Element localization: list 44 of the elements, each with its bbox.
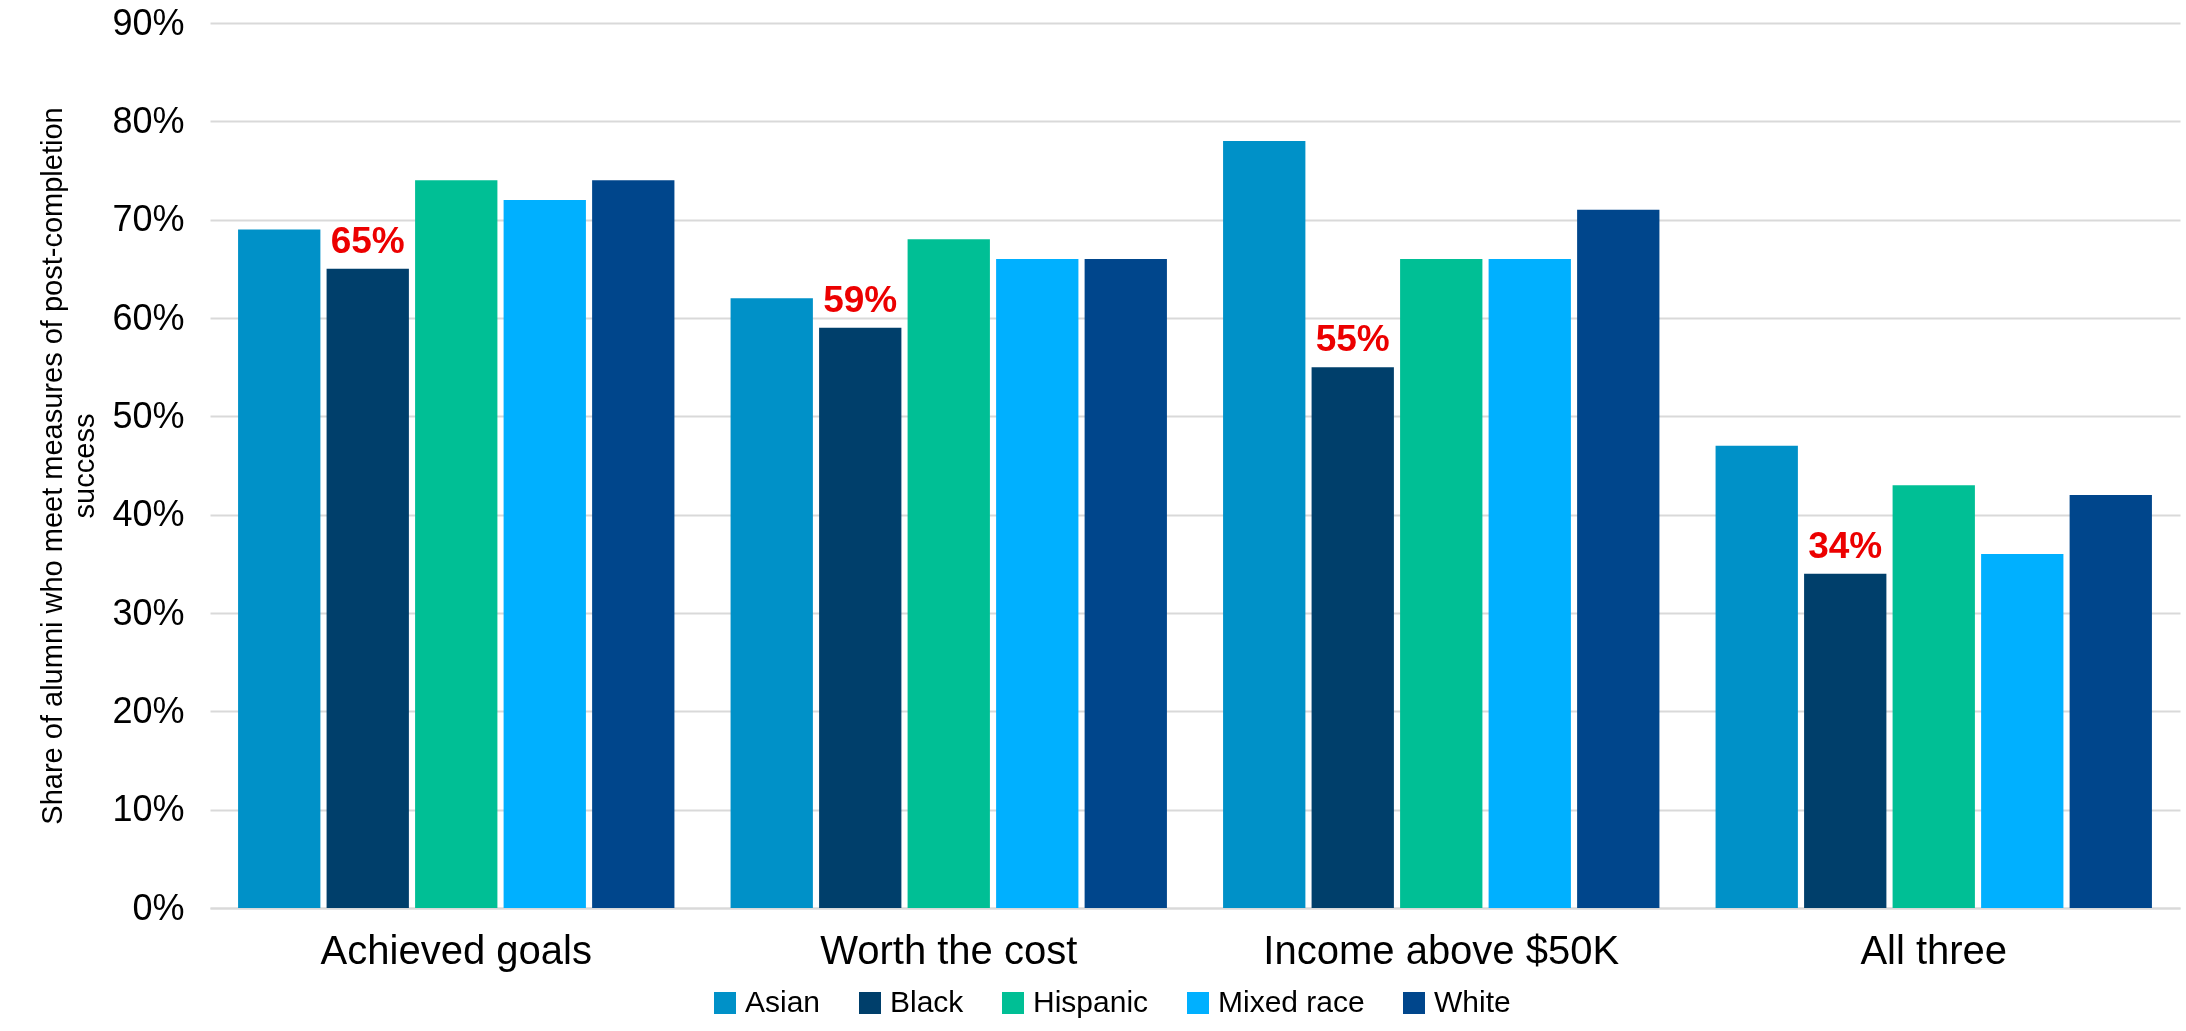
bar xyxy=(238,229,321,908)
legend-label: Black xyxy=(890,985,965,1018)
data-label: 59% xyxy=(823,278,898,320)
bar xyxy=(503,200,586,908)
bar xyxy=(1715,445,1798,908)
bar xyxy=(730,298,813,908)
y-axis-title: Share of alumni who meet measures of post-completion success xyxy=(36,107,101,825)
x-tick-label: All three xyxy=(1860,927,2008,972)
y-tick-label: 0% xyxy=(132,886,185,928)
legend-label: White xyxy=(1434,985,1511,1018)
bar xyxy=(592,180,675,908)
bar xyxy=(1488,259,1571,908)
bar xyxy=(1804,573,1887,908)
y-tick-label: 60% xyxy=(112,296,185,338)
bar xyxy=(415,180,498,908)
bar xyxy=(1892,485,1975,908)
y-tick-label: 80% xyxy=(112,99,185,141)
legend-label: Asian xyxy=(745,985,821,1018)
y-tick-label: 70% xyxy=(112,198,185,240)
bar xyxy=(1084,259,1167,908)
legend-label: Mixed race xyxy=(1218,985,1365,1018)
y-tick-label: 30% xyxy=(112,591,185,633)
data-label: 34% xyxy=(1808,524,1883,566)
y-tick-label: 20% xyxy=(112,689,185,731)
bar xyxy=(907,239,990,908)
bar xyxy=(1223,141,1306,908)
y-tick-label: 90% xyxy=(112,1,185,43)
legend-label: Hispanic xyxy=(1033,985,1149,1018)
bar xyxy=(1981,554,2064,908)
data-label: 65% xyxy=(330,219,405,261)
data-label: 55% xyxy=(1315,318,1390,360)
y-tick-label: 10% xyxy=(112,788,185,830)
bar xyxy=(326,268,409,908)
x-tick-label: Worth the cost xyxy=(820,927,1078,972)
x-tick-label: Income above $50K xyxy=(1263,927,1620,972)
y-tick-label: 50% xyxy=(112,394,185,436)
bar xyxy=(1577,209,1660,908)
bar xyxy=(1311,367,1394,908)
y-tick-label: 40% xyxy=(112,493,185,535)
bar xyxy=(2069,495,2152,908)
bar xyxy=(996,259,1079,908)
x-tick-label: Achieved goals xyxy=(320,927,592,972)
bar xyxy=(819,327,902,908)
bar xyxy=(1400,259,1483,908)
